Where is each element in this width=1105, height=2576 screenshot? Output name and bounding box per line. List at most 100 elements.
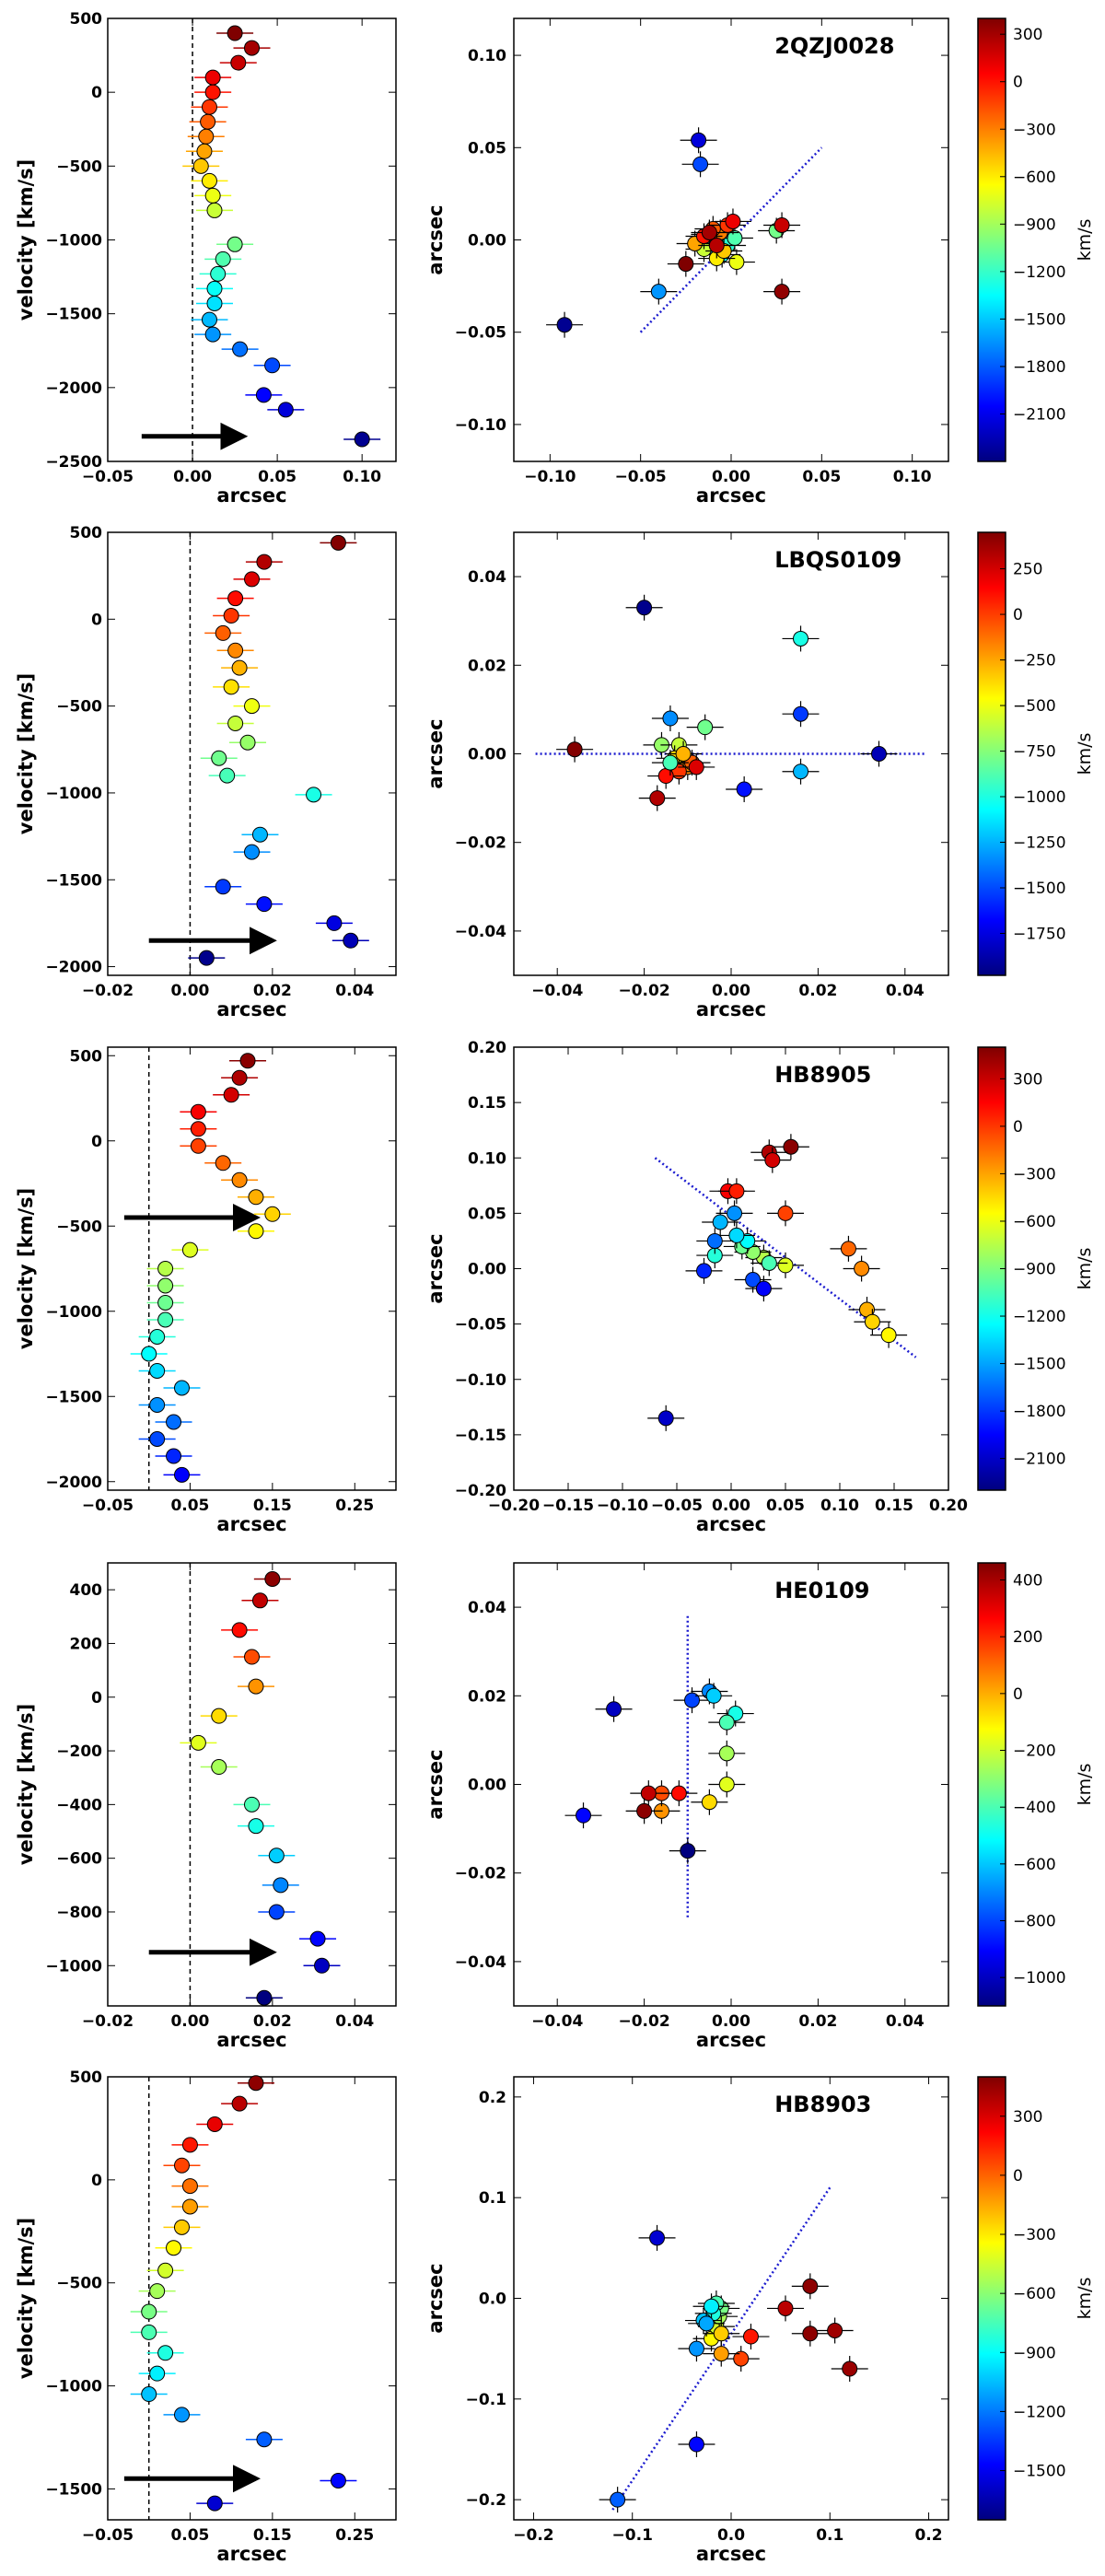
- y-tick-label: 0.02: [468, 657, 506, 675]
- data-point: [774, 216, 790, 233]
- object-name: HE0109: [774, 1578, 869, 1603]
- data-point: [244, 698, 260, 715]
- data-point: [354, 431, 370, 448]
- data-point: [678, 256, 694, 273]
- colorbar-tick-label: 0: [1013, 1685, 1023, 1704]
- data-point: [149, 2365, 166, 2382]
- colorbar-hb8905: 300 0 −300 −600 −900 −1200 −1500 −1800 −2100 km/s: [977, 1046, 1095, 1491]
- data-point: [157, 1311, 174, 1328]
- data-point: [701, 1794, 717, 1811]
- data-point: [777, 2300, 794, 2316]
- data-point: [173, 2407, 190, 2423]
- data-point: [755, 1280, 772, 1297]
- data-point: [248, 1818, 264, 1835]
- data-point: [196, 143, 213, 159]
- colorbar-tick-label: −1200: [1013, 1308, 1066, 1326]
- y-tick-label: −600: [56, 1850, 102, 1869]
- data-point: [268, 1847, 285, 1864]
- data-point: [227, 25, 243, 41]
- object-name: 2QZJ0028: [774, 33, 894, 59]
- data-point: [190, 1103, 206, 1120]
- data-point: [842, 2360, 858, 2377]
- data-point: [251, 826, 268, 843]
- data-point: [231, 659, 248, 676]
- data-point: [708, 238, 725, 254]
- data-point: [718, 1777, 735, 1792]
- colorbar-label: km/s: [1075, 2278, 1095, 2320]
- x-tick-label: 0.1: [816, 2526, 843, 2545]
- data-point: [201, 99, 217, 115]
- colorbar-bar: [977, 2076, 1006, 2521]
- colorbar-tick-label: −600: [1013, 169, 1056, 187]
- data-point: [206, 2495, 223, 2512]
- sky-panel-lbqs0109: −0.04 −0.02 0.00 0.02 0.04 0.04 0.02 0.00 −0.02 −…: [425, 531, 949, 1020]
- data-point: [728, 1227, 745, 1243]
- colorbar-label: km/s: [1075, 219, 1095, 262]
- data-point: [712, 1214, 728, 1230]
- y-tick-label: 400: [70, 1581, 103, 1600]
- data-point: [204, 69, 221, 86]
- y-tick-label: 0.05: [468, 139, 506, 157]
- data-point: [200, 113, 216, 130]
- x-tick-label: −0.2: [513, 2526, 553, 2545]
- y-tick-label: −2000: [45, 379, 102, 398]
- colorbar-2qzj0028: 0 −300 −600 −900 −1200 −1500 −1800 −2100 300 km/s: [977, 17, 1095, 462]
- colorbar-tick-label: −800: [1013, 1913, 1056, 1931]
- data-point: [610, 2491, 626, 2508]
- colorbar-tick-label: 400: [1013, 1572, 1042, 1591]
- colorbar-tick-label: −1000: [1013, 1969, 1066, 1987]
- data-point: [157, 2262, 174, 2279]
- data-point: [713, 2325, 729, 2342]
- x-tick-label: 0.02: [798, 2012, 837, 2031]
- data-point: [157, 2345, 174, 2361]
- x-tick-label: 0.25: [335, 2526, 374, 2545]
- data-point: [777, 1205, 794, 1221]
- data-point: [725, 213, 741, 229]
- colorbar-hb8903: 300 0 −300 −600 −900 −1200 −1500 km/s: [977, 2076, 1095, 2521]
- colorbar-tick-label: −1500: [1013, 1356, 1066, 1374]
- x-tick-label: 0.05: [766, 1497, 805, 1515]
- velocity-panel-lbqs0109: −0.02 0.00 0.02 0.04 500 0 −500 −1000 −1500 −2000…: [15, 524, 397, 1020]
- y-tick-label: −500: [56, 2275, 102, 2293]
- y-tick-label: 0.10: [468, 47, 506, 65]
- data-point: [231, 1171, 248, 1188]
- velocity-panel-he0109: −0.02 0.00 0.02 0.04 400 200 0 −200 −400 −600 −800…: [15, 1562, 397, 2051]
- x-tick-label: −0.02: [618, 982, 669, 1000]
- sky-panel-hb8903: −0.2 −0.1 0.0 0.1 0.2 0.2 0.1 0.0 −0.1 −0.2 arcsec…: [425, 2076, 949, 2565]
- y-tick-label: 0.15: [468, 1094, 506, 1113]
- y-tick-label: −0.1: [466, 2391, 506, 2409]
- x-tick-label: −0.02: [618, 2012, 669, 2031]
- data-point: [227, 590, 244, 607]
- velocity-panel-2qzj0028: −0.05 0.00 0.05 0.10 500 0 −500 −1000 −1500 −2000…: [15, 10, 397, 507]
- data-point: [149, 1329, 166, 1345]
- data-point: [204, 187, 221, 204]
- data-point: [880, 1327, 897, 1344]
- data-point: [223, 1087, 239, 1103]
- data-point: [215, 879, 231, 895]
- colorbar-tick-label: 0: [1013, 2167, 1023, 2186]
- x-tick-label: −0.05: [82, 2526, 134, 2545]
- x-tick-label: −0.02: [82, 2012, 134, 2031]
- data-point: [141, 2324, 157, 2340]
- data-point: [206, 2116, 223, 2132]
- x-axis-label: arcsec: [216, 2029, 286, 2051]
- x-tick-label: 0.00: [712, 2012, 750, 2031]
- x-tick-label: −0.05: [651, 1497, 703, 1515]
- y-tick-label: −0.02: [455, 834, 506, 853]
- data-point: [705, 1687, 722, 1704]
- data-point: [774, 284, 790, 300]
- data-point: [256, 896, 273, 913]
- y-tick-label: −1000: [45, 1957, 102, 1976]
- data-point: [636, 600, 653, 616]
- data-point: [141, 1346, 157, 1362]
- axes-frame: [107, 1562, 397, 2007]
- data-point: [649, 790, 666, 807]
- y-tick-label: −1500: [45, 871, 102, 890]
- data-point: [256, 554, 273, 570]
- colorbar-tick-label: 300: [1013, 1070, 1042, 1089]
- x-tick-label: −0.02: [82, 982, 134, 1000]
- data-point: [149, 1397, 166, 1413]
- colorbar-tick-label: −500: [1013, 697, 1056, 716]
- data-point: [827, 2322, 843, 2338]
- colorbar-tick-label: −1500: [1013, 310, 1066, 329]
